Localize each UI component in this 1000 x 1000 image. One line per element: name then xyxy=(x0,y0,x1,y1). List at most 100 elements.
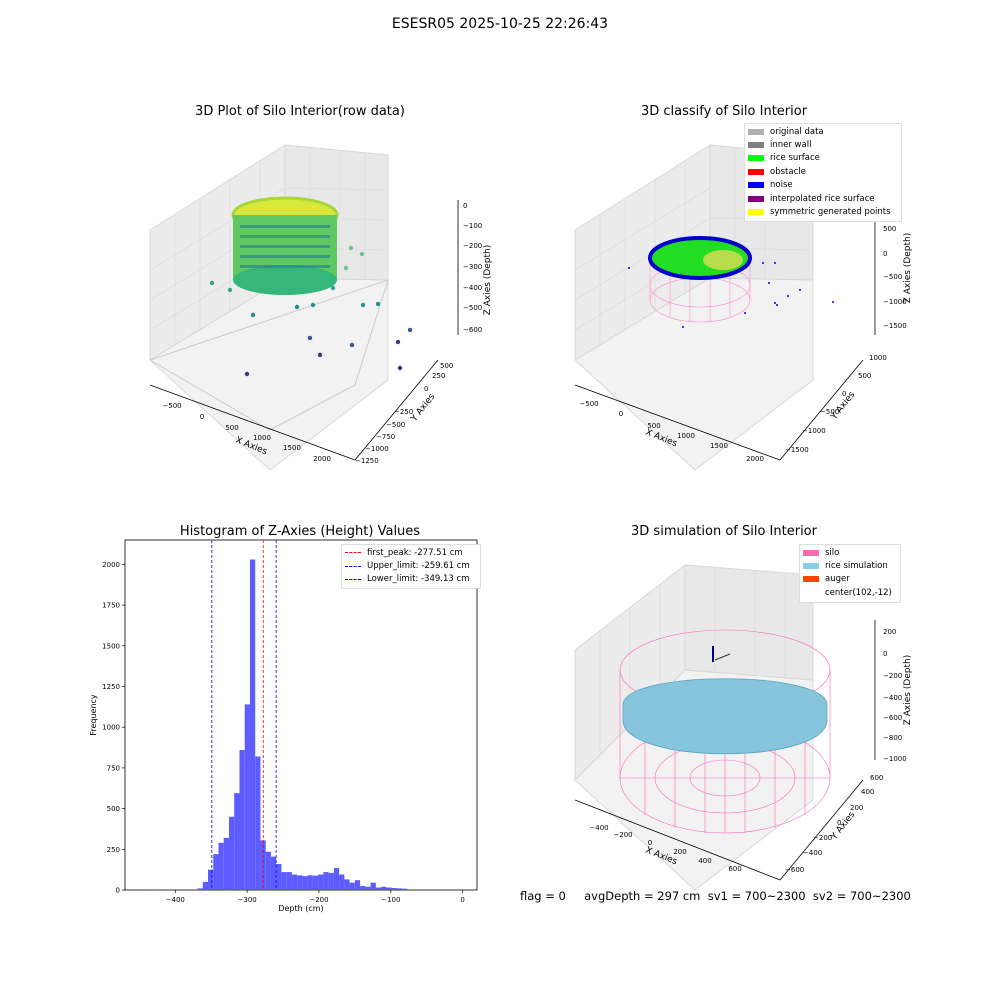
raw-panel-title: 3D Plot of Silo Interior(row data) xyxy=(195,104,405,119)
raw-zlabel: Z Axies (Depth) xyxy=(483,245,493,316)
histogram-bar xyxy=(297,875,303,890)
legend-item: Upper_limit: -259.61 cm xyxy=(345,559,477,572)
histogram-bar xyxy=(213,854,219,890)
classify-ytick: 1000 xyxy=(869,354,887,362)
raw-xtick: 1500 xyxy=(283,444,301,452)
classify-zlabel: Z Axies (Depth) xyxy=(903,233,913,304)
figure-title: ESESR05 2025-10-25 22:26:43 xyxy=(391,16,609,32)
legend-item: Lower_limit: -349.13 cm xyxy=(345,573,477,586)
y-tick-label: 1500 xyxy=(102,642,120,650)
classify-legend: original data inner wall rice surface obsta… xyxy=(744,123,902,222)
histogram-bar xyxy=(344,879,350,890)
x-tick-label: 0 xyxy=(460,896,464,904)
histogram-bar xyxy=(360,885,366,890)
classify-ztick: 500 xyxy=(883,225,896,233)
classify-ytick: −500 xyxy=(820,408,839,416)
raw-xtick: 0 xyxy=(200,413,204,421)
histogram-bar xyxy=(318,874,324,890)
legend-label: obstacle xyxy=(770,166,806,177)
simulation-legend: silo rice simulation auger center(102,-12) xyxy=(799,544,901,603)
raw-ztick: −400 xyxy=(463,284,482,292)
legend-label: rice surface xyxy=(770,153,820,164)
status-line: flag = 0 avgDepth = 297 cm sv1 = 700~230… xyxy=(520,889,911,903)
legend-label: interpolated rice surface xyxy=(770,193,875,204)
simulation-ylabel: Y Axies xyxy=(829,810,858,843)
histogram-bar xyxy=(223,837,229,890)
histogram-bar xyxy=(386,887,392,890)
raw-ztick: −300 xyxy=(463,263,482,271)
histogram-bar xyxy=(255,756,261,890)
histogram-bar xyxy=(381,886,387,890)
legend-label: Upper_limit: -259.61 cm xyxy=(367,561,470,572)
histogram-bar xyxy=(396,888,403,890)
histogram-plot-area xyxy=(124,539,478,891)
classify-ztick: −500 xyxy=(883,273,902,281)
legend-item: rice simulation xyxy=(803,559,897,572)
legend-swatch xyxy=(803,563,819,570)
classify-ytick: 500 xyxy=(858,372,871,380)
histogram-bar xyxy=(365,886,371,890)
legend-item: first_peak: -277.51 cm xyxy=(345,546,477,559)
legend-swatch xyxy=(748,142,764,149)
x-tick-label: −200 xyxy=(309,896,328,904)
classify-ytick: −1000 xyxy=(802,427,826,435)
simulation-xtick: 400 xyxy=(698,857,711,865)
raw-xtick: 500 xyxy=(225,424,238,432)
histogram-bar xyxy=(234,793,240,890)
legend-swatch xyxy=(748,168,764,175)
legend-swatch xyxy=(803,590,819,596)
histogram-bar xyxy=(402,888,408,890)
histogram-bar xyxy=(286,872,292,890)
simulation-ztick: −600 xyxy=(883,714,902,722)
raw-ytick: −250 xyxy=(394,408,413,416)
histogram-bar xyxy=(239,750,245,890)
legend-swatch xyxy=(345,552,361,554)
simulation-ztick: −800 xyxy=(883,734,902,742)
legend-swatch xyxy=(748,195,764,202)
histogram-bar xyxy=(328,872,334,890)
histogram-bar xyxy=(218,842,224,890)
raw-ytick: −1250 xyxy=(355,457,379,465)
simulation-ztick: −400 xyxy=(883,694,902,702)
legend-label: rice simulation xyxy=(825,561,888,572)
simulation-ztick: −1000 xyxy=(883,755,907,763)
simulation-ytick: 200 xyxy=(850,804,863,812)
simulation-ytick: −400 xyxy=(803,849,822,857)
legend-swatch xyxy=(803,576,819,583)
histogram-ylabel: Frequency xyxy=(89,694,98,736)
histogram-bar xyxy=(244,704,250,890)
histogram-xlabel: Depth (cm) xyxy=(278,904,323,913)
raw-ztick: −600 xyxy=(463,326,482,334)
x-tick-label: −300 xyxy=(238,896,257,904)
histogram-bar xyxy=(354,880,361,890)
histogram-bar xyxy=(228,816,235,890)
classify-ytick: −1500 xyxy=(785,446,809,454)
simulation-panel-title: 3D simulation of Silo Interior xyxy=(631,524,817,539)
classify-xtick: 2000 xyxy=(746,455,764,463)
histogram-xticks: −400 −300 −200 −100 0 xyxy=(166,890,465,904)
histogram-bar xyxy=(370,882,376,890)
raw-ytick: 500 xyxy=(440,362,453,370)
raw-xtick: 2000 xyxy=(313,455,331,463)
classify-xtick: −500 xyxy=(579,400,598,408)
legend-item: original data xyxy=(748,125,898,138)
legend-label: symmetric generated points xyxy=(770,207,891,218)
legend-label: inner wall xyxy=(770,140,812,151)
legend-item: auger xyxy=(803,573,897,586)
histogram-bar xyxy=(323,872,329,890)
legend-item: center(102,-12) xyxy=(803,586,897,599)
simulation-ztick: −200 xyxy=(883,672,902,680)
histogram-bar xyxy=(265,851,271,890)
raw-ztick: 0 xyxy=(463,202,467,210)
legend-label: silo xyxy=(825,547,840,558)
histogram-bar xyxy=(312,875,319,890)
histogram-bar xyxy=(281,872,287,890)
legend-label: original data xyxy=(770,126,824,137)
legend-item: inner wall xyxy=(748,138,898,151)
x-tick-label: −400 xyxy=(166,896,185,904)
legend-label: Lower_limit: -349.13 cm xyxy=(367,574,470,585)
simulation-xtick: 600 xyxy=(728,865,741,873)
legend-item: rice surface xyxy=(748,152,898,165)
histogram-bar xyxy=(307,875,313,890)
histogram-bar xyxy=(276,863,282,890)
